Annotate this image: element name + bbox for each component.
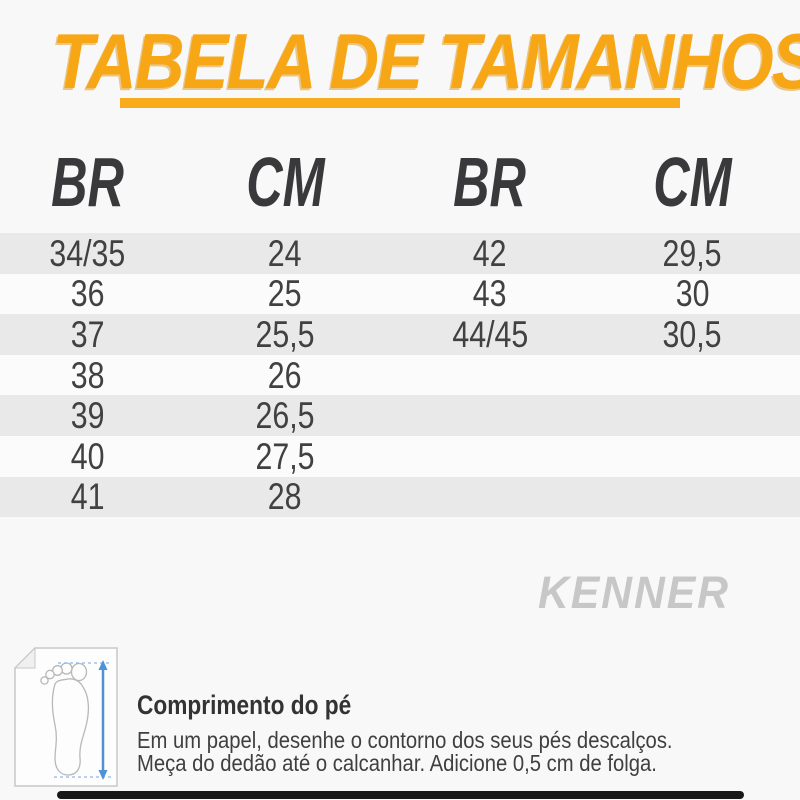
table-row: 36 25 43 30	[0, 273, 800, 315]
size-cell	[585, 447, 800, 465]
size-cell: 42	[473, 232, 507, 274]
table-header-row: BR CM BR CM	[0, 138, 800, 226]
size-table: 34/35 24 42 29,5 36 25 43 30 37 25,5 44/…	[0, 233, 800, 518]
size-cell: 24	[268, 232, 302, 274]
size-cell: 27,5	[255, 435, 315, 477]
table-row: 39 26,5	[0, 395, 800, 436]
page-title: TABELA DE TAMANHOS	[0, 22, 800, 100]
size-cell: 29,5	[662, 232, 723, 274]
brand-logo-text: KENNER	[538, 567, 730, 618]
instructions-line: Em um papel, desenhe o contorno dos seus…	[137, 727, 673, 753]
size-cell: 34/35	[49, 232, 126, 274]
foot-measure-icon	[14, 647, 118, 787]
size-cell: 40	[70, 435, 105, 477]
page-title-text: TABELA DE TAMANHOS	[52, 17, 800, 105]
size-cell: 37	[70, 313, 105, 355]
size-cell	[395, 366, 585, 384]
size-cell	[395, 488, 585, 506]
size-cell: 36	[70, 273, 105, 315]
table-row: 41 28	[0, 476, 800, 518]
table-row: 34/35 24 42 29,5	[0, 233, 800, 274]
size-cell: 25,5	[255, 313, 315, 355]
bottom-bar	[57, 791, 744, 799]
header-br-right: BR	[453, 143, 527, 221]
size-cell: 25	[268, 273, 302, 315]
header-cm-left: CM	[245, 143, 325, 221]
size-cell: 26	[268, 354, 302, 396]
size-cell: 30	[675, 273, 710, 315]
size-cell	[585, 366, 800, 384]
size-cell: 26,5	[255, 395, 315, 437]
size-cell: 28	[268, 476, 302, 518]
header-br-left: BR	[51, 143, 124, 221]
instructions-text: Em um papel, desenhe o contorno dos seus…	[137, 729, 673, 774]
title-underline	[120, 98, 680, 108]
size-cell	[585, 488, 800, 506]
instructions-line: Meça do dedão até o calcanhar. Adicione …	[137, 749, 657, 776]
size-cell: 43	[473, 273, 507, 315]
size-cell	[585, 407, 800, 425]
table-row: 38 26	[0, 354, 800, 396]
size-cell	[395, 407, 585, 425]
header-cm-right: CM	[653, 143, 732, 221]
size-cell: 44/45	[452, 313, 528, 355]
size-cell: 30,5	[662, 313, 723, 355]
table-row: 40 27,5	[0, 435, 800, 477]
brand-logo: KENNER	[538, 570, 740, 615]
table-row: 37 25,5 44/45 30,5	[0, 314, 800, 355]
size-cell: 41	[70, 476, 105, 518]
instructions-heading: Comprimento do pé	[137, 690, 352, 720]
size-cell: 38	[70, 354, 105, 396]
size-cell: 39	[70, 395, 105, 437]
size-cell	[395, 447, 585, 465]
